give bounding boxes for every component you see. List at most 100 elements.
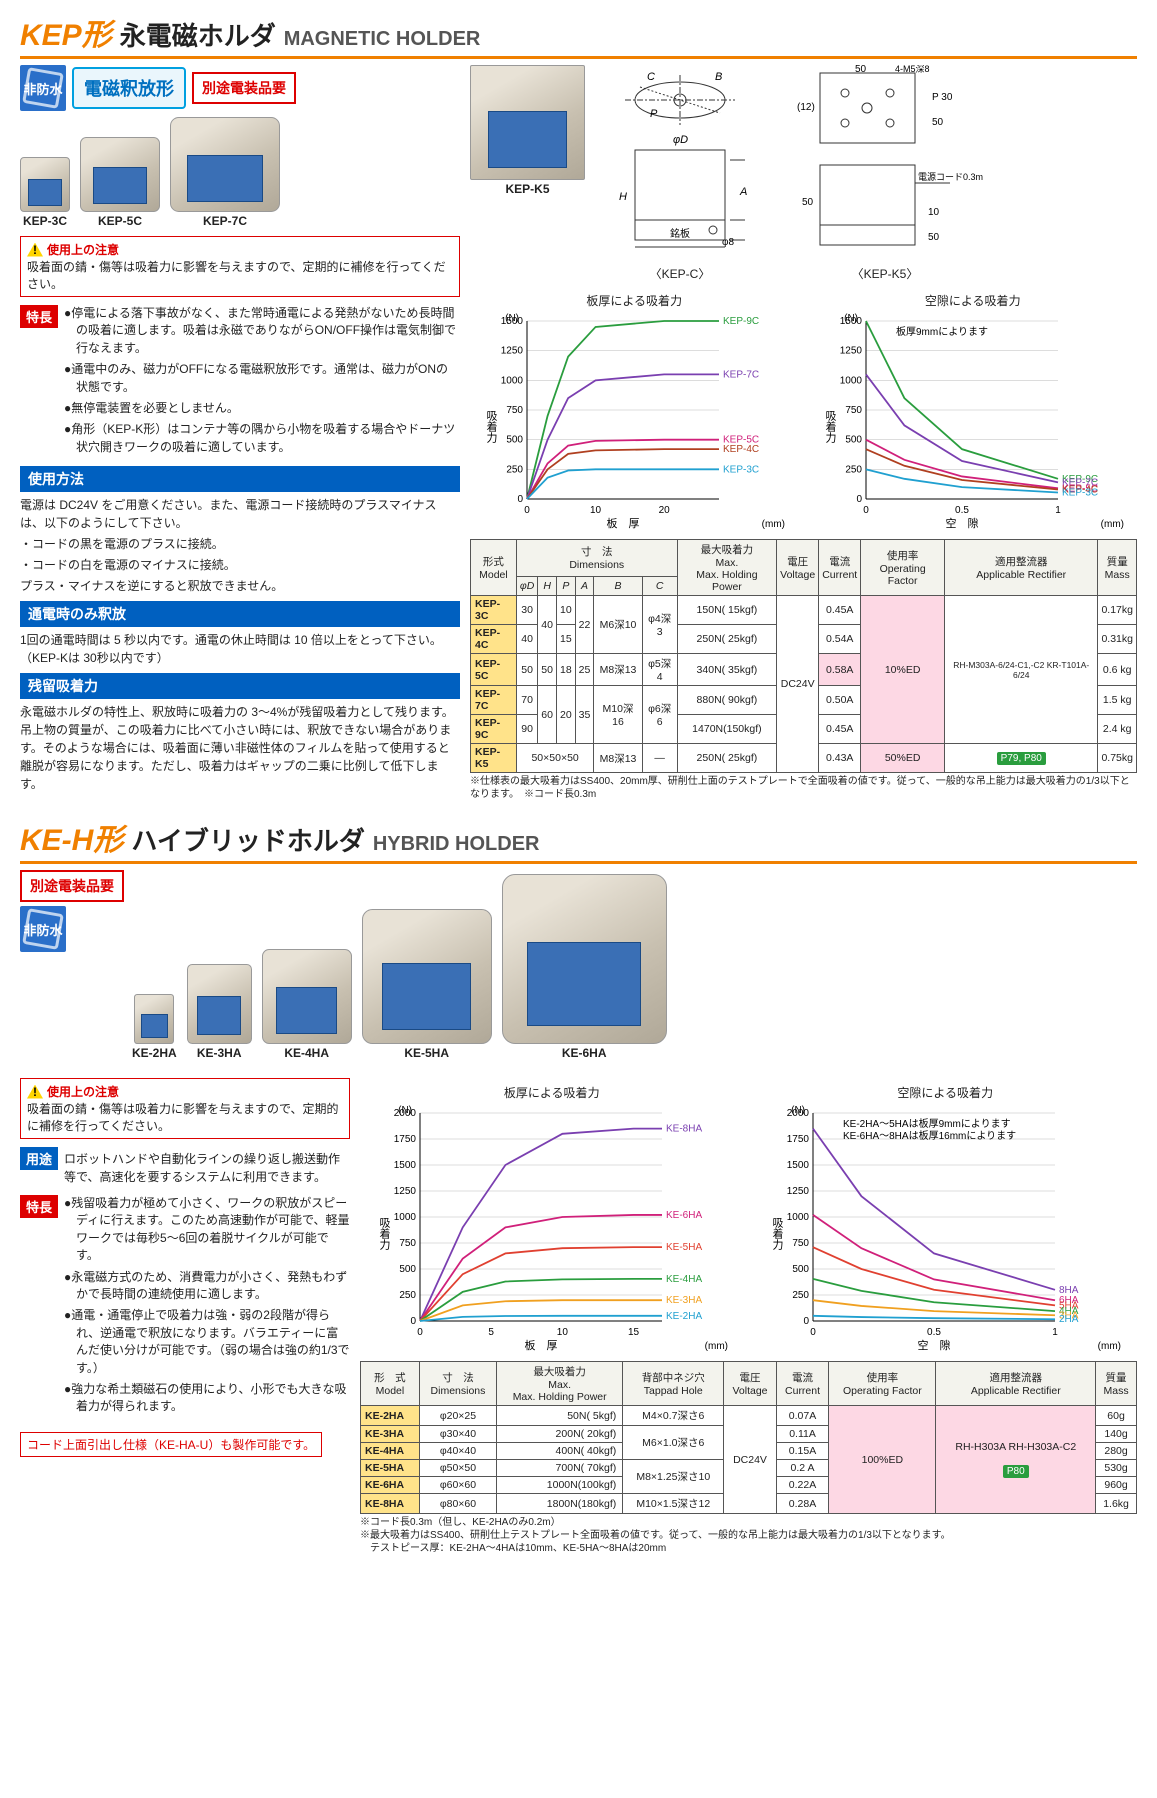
svg-text:0: 0 bbox=[417, 1327, 423, 1338]
svg-text:KEP-9C: KEP-9C bbox=[723, 316, 759, 327]
svg-text:KE-6HA: KE-6HA bbox=[666, 1210, 702, 1221]
svg-text:空 隙: 空 隙 bbox=[918, 1338, 951, 1352]
svg-text:750: 750 bbox=[845, 405, 862, 416]
svg-text:C: C bbox=[647, 71, 655, 83]
kep-feature-label: 特長 bbox=[20, 305, 58, 328]
keh-chart2: 02505007501000125015001750200000.518HA6H… bbox=[765, 1103, 1125, 1353]
svg-text:50: 50 bbox=[802, 197, 814, 208]
kep-warning-text: 吸着面の錆・傷等は吸着力に影響を与えますので、定期的に補修を行ってください。 bbox=[27, 258, 453, 292]
requires-badge: 別途電装品要 bbox=[192, 72, 296, 104]
svg-text:吸着力: 吸着力 bbox=[824, 410, 837, 443]
svg-text:250: 250 bbox=[399, 1290, 416, 1301]
svg-text:1000: 1000 bbox=[787, 1212, 810, 1223]
kep-title-row: KEP形 永電磁ホルダ MAGNETIC HOLDER bbox=[20, 10, 1137, 59]
svg-text:1250: 1250 bbox=[787, 1186, 810, 1197]
svg-text:KE-4HA: KE-4HA bbox=[666, 1274, 702, 1285]
svg-text:250: 250 bbox=[845, 464, 862, 475]
svg-text:KE-6HA〜8HAは板厚16mmによります: KE-6HA〜8HAは板厚16mmによります bbox=[843, 1129, 1016, 1142]
kep-chart2-title: 空隙による吸着力 bbox=[925, 292, 1021, 309]
svg-text:吸着力: 吸着力 bbox=[771, 1217, 784, 1250]
svg-text:5: 5 bbox=[488, 1327, 494, 1338]
svg-text:(N): (N) bbox=[791, 1105, 805, 1116]
svg-text:電源コード0.3m: 電源コード0.3m bbox=[918, 172, 983, 182]
svg-text:0: 0 bbox=[524, 505, 530, 516]
svg-text:1: 1 bbox=[1055, 505, 1061, 516]
svg-text:500: 500 bbox=[399, 1264, 416, 1275]
svg-text:P 30: P 30 bbox=[932, 92, 953, 103]
svg-text:(N): (N) bbox=[505, 313, 519, 324]
svg-text:板厚9mmによります: 板厚9mmによります bbox=[896, 325, 988, 338]
svg-text:KEP-7C: KEP-7C bbox=[723, 369, 759, 380]
kep-title-en: MAGNETIC HOLDER bbox=[284, 28, 481, 51]
keh-warning: !使用上の注意 吸着面の錆・傷等は吸着力に影響を与えますので、定期的に補修を行っ… bbox=[20, 1078, 350, 1139]
kep-chart2: 025050075010001250150000.51KEP-9CKEP-7CK… bbox=[818, 311, 1128, 531]
keh-waterproof-badge: 非防水 bbox=[20, 906, 66, 952]
svg-text:板 厚: 板 厚 bbox=[524, 1338, 557, 1352]
kep-chart1-title: 板厚による吸着力 bbox=[586, 292, 682, 309]
svg-text:KEP-4C: KEP-4C bbox=[723, 444, 759, 455]
svg-text:KE-5HA: KE-5HA bbox=[666, 1242, 702, 1253]
svg-text:A: A bbox=[739, 186, 747, 198]
keh-chart2-title: 空隙による吸着力 bbox=[897, 1084, 993, 1101]
svg-text:4-M5深8: 4-M5深8 bbox=[895, 65, 930, 74]
keh-feature-label: 特長 bbox=[20, 1195, 58, 1218]
svg-text:0: 0 bbox=[856, 494, 862, 505]
kep-k5-photo: KEP-K5 bbox=[470, 65, 585, 196]
keh-footnote: ※コード長0.3m（但し、KE-2HAのみ0.2m） ※最大吸着力はSS400、… bbox=[360, 1516, 1137, 1555]
kep-residual-text: 永電磁ホルダの特性上、釈放時に吸着力の 3～4%が残留吸着力として残ります。吊上… bbox=[20, 703, 460, 793]
kep-title-jp: 永電磁ホルダ bbox=[120, 16, 276, 53]
kep-residual-label: 残留吸着力 bbox=[20, 673, 460, 699]
svg-text:B: B bbox=[715, 71, 722, 83]
kep-release-text: 1回の通電時間は 5 秒以内です。通電の休止時間は 10 倍以上をとって下さい。… bbox=[20, 631, 460, 667]
type-badge: 電磁釈放形 bbox=[72, 67, 186, 109]
keh-use-text: ロボットハンドや自動化ラインの繰り返し搬送動作等で、高速化を要するシステムに利用… bbox=[64, 1150, 350, 1186]
svg-text:KE-8HA: KE-8HA bbox=[666, 1124, 702, 1135]
svg-text:500: 500 bbox=[845, 435, 862, 446]
svg-text:8HA: 8HA bbox=[1059, 1285, 1079, 1296]
svg-text:1000: 1000 bbox=[501, 375, 524, 386]
keh-requires-badge: 別途電装品要 bbox=[20, 870, 124, 902]
svg-text:10: 10 bbox=[928, 207, 940, 218]
waterproof-badge: 非防水 bbox=[20, 65, 66, 111]
kep-model: KEP形 bbox=[20, 10, 112, 54]
svg-text:0.5: 0.5 bbox=[927, 1327, 941, 1338]
svg-text:0.5: 0.5 bbox=[955, 505, 969, 516]
svg-text:1500: 1500 bbox=[394, 1160, 417, 1171]
svg-text:空 隙: 空 隙 bbox=[945, 516, 978, 530]
svg-text:1000: 1000 bbox=[394, 1212, 417, 1223]
svg-text:1: 1 bbox=[1052, 1327, 1058, 1338]
svg-text:銘板: 銘板 bbox=[670, 227, 690, 240]
svg-text:500: 500 bbox=[507, 435, 524, 446]
svg-text:750: 750 bbox=[793, 1238, 810, 1249]
svg-text:2HA: 2HA bbox=[1059, 1314, 1079, 1325]
svg-text:φ8: φ8 bbox=[722, 237, 734, 248]
keh-title-en: HYBRID HOLDER bbox=[373, 833, 540, 856]
keh-chart1-title: 板厚による吸着力 bbox=[504, 1084, 600, 1101]
keh-note-box: コード上面引出し仕様（KE-HA-U）も製作可能です。 bbox=[20, 1432, 322, 1457]
svg-text:P: P bbox=[650, 108, 658, 120]
svg-text:1750: 1750 bbox=[394, 1134, 417, 1145]
keh-title-jp: ハイブリッドホルダ bbox=[131, 821, 364, 858]
svg-text:50: 50 bbox=[932, 117, 944, 128]
svg-text:0: 0 bbox=[804, 1316, 810, 1327]
kepc-drawing: C B P φD H A φ8 銘板 bbox=[595, 65, 765, 260]
svg-text:1250: 1250 bbox=[394, 1186, 417, 1197]
svg-text:(N): (N) bbox=[844, 313, 858, 324]
warning-icon: ! bbox=[27, 1085, 43, 1099]
svg-text:0: 0 bbox=[518, 494, 524, 505]
svg-text:750: 750 bbox=[507, 405, 524, 416]
svg-text:1000: 1000 bbox=[840, 375, 863, 386]
svg-text:(mm): (mm) bbox=[762, 519, 785, 530]
svg-text:750: 750 bbox=[399, 1238, 416, 1249]
svg-text:15: 15 bbox=[628, 1327, 640, 1338]
svg-text:20: 20 bbox=[659, 505, 671, 516]
kep-usage-label: 使用方法 bbox=[20, 466, 460, 492]
keh-chart1: 025050075010001250150017502000051015KE-8… bbox=[372, 1103, 732, 1353]
svg-text:1500: 1500 bbox=[787, 1160, 810, 1171]
svg-text:KEP-3C: KEP-3C bbox=[1062, 487, 1098, 498]
svg-text:250: 250 bbox=[507, 464, 524, 475]
svg-text:(mm): (mm) bbox=[1098, 1341, 1121, 1352]
kep-warning: !使用上の注意 吸着面の錆・傷等は吸着力に影響を与えますので、定期的に補修を行っ… bbox=[20, 236, 460, 297]
kep-chart1: 025050075010001250150001020KEP-9CKEP-7CK… bbox=[479, 311, 789, 531]
kep-dim-drawings: C B P φD H A φ8 銘板 〈KEP-C〉 bbox=[595, 65, 985, 282]
